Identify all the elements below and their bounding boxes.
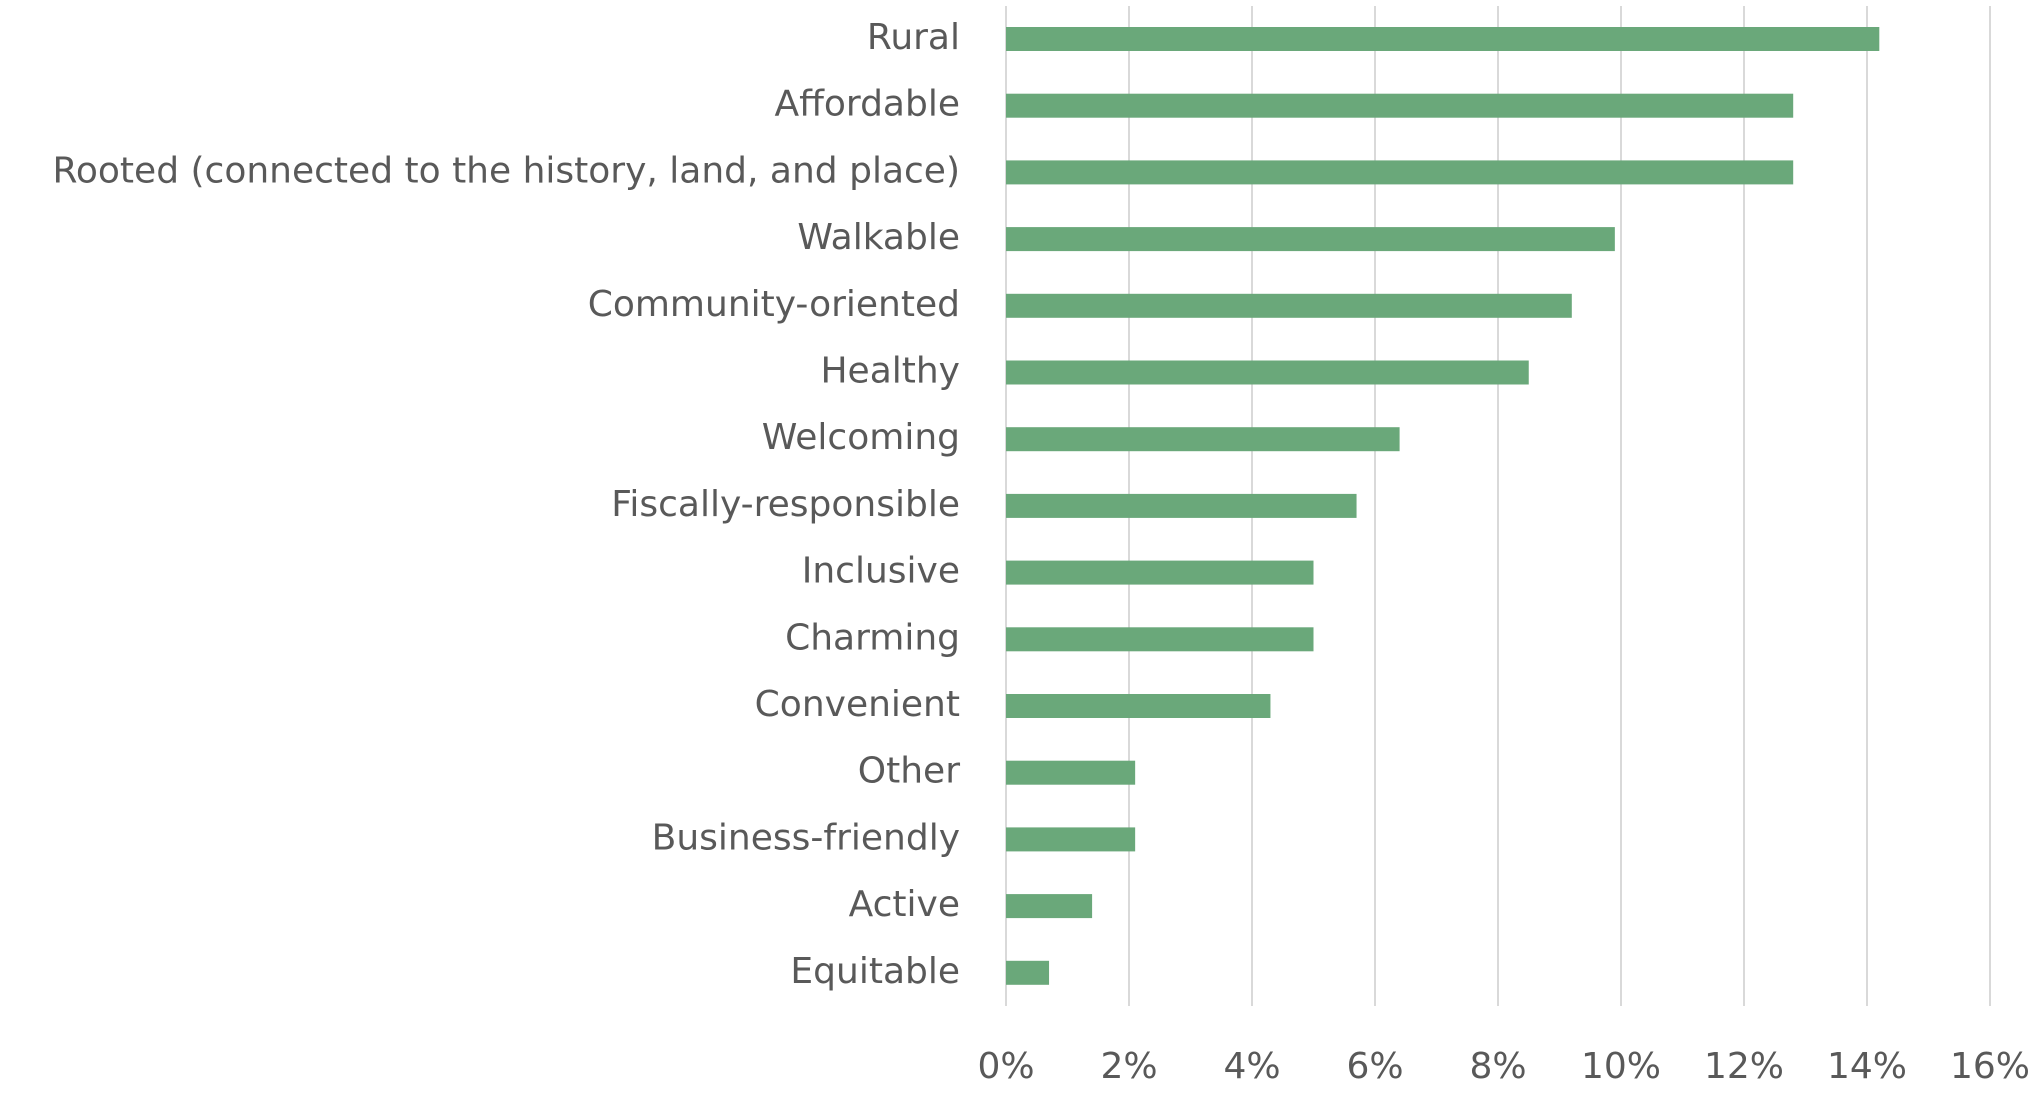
y-tick-label: Community-oriented	[588, 284, 960, 325]
x-tick-label: 10%	[1581, 1046, 1661, 1087]
y-tick-label: Equitable	[790, 951, 960, 992]
x-tick-label: 0%	[977, 1046, 1034, 1087]
bar	[1006, 360, 1529, 385]
x-tick-label: 16%	[1950, 1046, 2030, 1087]
bar	[1006, 627, 1314, 652]
y-tick-label: Walkable	[797, 217, 960, 258]
x-tick-label: 14%	[1827, 1046, 1907, 1087]
bar	[1006, 27, 1880, 51]
x-tick-label: 4%	[1223, 1046, 1280, 1087]
x-tick-label: 6%	[1346, 1046, 1403, 1087]
y-tick-label: Welcoming	[762, 417, 960, 458]
x-tick-label: 2%	[1100, 1046, 1157, 1087]
y-tick-label: Rooted (connected to the history, land, …	[52, 150, 960, 191]
y-tick-label: Affordable	[774, 84, 960, 125]
bar	[1006, 694, 1271, 718]
bar	[1006, 960, 1050, 985]
y-tick-label: Active	[849, 884, 960, 925]
bar	[1006, 160, 1794, 185]
y-tick-label: Inclusive	[802, 551, 960, 592]
y-tick-label: Fiscally-responsible	[611, 484, 960, 525]
bar	[1006, 560, 1314, 585]
bar	[1006, 493, 1357, 518]
bar	[1006, 93, 1794, 118]
y-tick-label: Rural	[867, 17, 960, 58]
bar	[1006, 293, 1572, 318]
y-tick-label: Business-friendly	[652, 817, 960, 858]
y-tick-label: Other	[858, 751, 960, 792]
bar	[1006, 894, 1093, 919]
bar	[1006, 227, 1615, 252]
y-tick-label: Healthy	[820, 351, 960, 392]
y-tick-label: Convenient	[755, 684, 960, 725]
bar	[1006, 760, 1136, 785]
bar	[1006, 827, 1136, 852]
bar	[1006, 427, 1400, 452]
y-tick-label: Charming	[785, 617, 960, 658]
x-tick-label: 12%	[1704, 1046, 1784, 1087]
x-tick-label: 8%	[1469, 1046, 1526, 1087]
